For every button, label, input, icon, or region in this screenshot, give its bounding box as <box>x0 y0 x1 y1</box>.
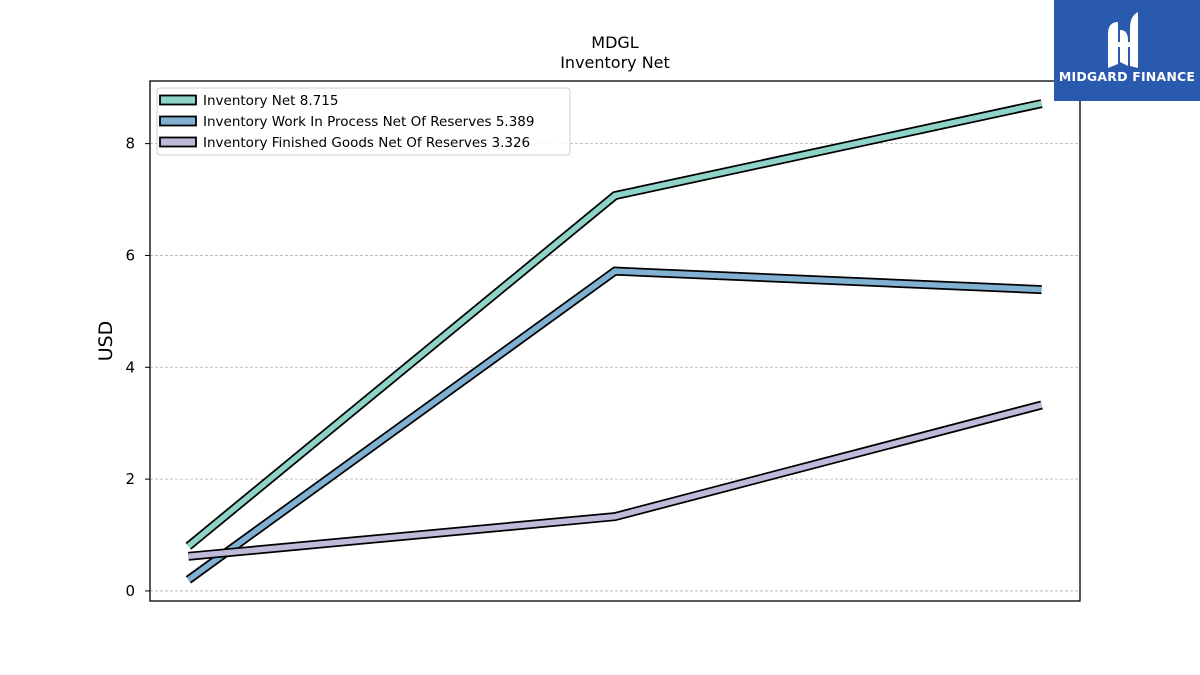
legend-swatch <box>159 115 197 127</box>
chart-subtitle: Inventory Net <box>560 53 670 72</box>
plot-frame <box>149 80 1081 602</box>
series-line-outline <box>185 99 1043 550</box>
y-tick-label: 6 <box>125 246 135 264</box>
series-line-stroke <box>186 268 1042 583</box>
legend: Inventory Net 8.715 Inventory Work In Pro… <box>156 87 571 156</box>
grid-lines <box>150 143 1080 592</box>
legend-entry: Inventory Work In Process Net Of Reserve… <box>203 114 534 130</box>
legend-entry: Inventory Finished Goods Net Of Reserves… <box>203 135 530 151</box>
midgard-logo-icon <box>1108 12 1138 68</box>
y-axis-ticks: 0 2 4 6 8 <box>125 135 150 600</box>
brand-logo: MIDGARD FINANCE <box>1054 0 1200 101</box>
y-tick-label: 4 <box>125 358 135 376</box>
series-lines <box>185 99 1043 584</box>
legend-box <box>156 87 571 156</box>
y-tick-label: 2 <box>125 470 135 488</box>
y-tick-label: 8 <box>125 135 135 153</box>
chart-title: MDGL <box>591 33 639 52</box>
series-line <box>185 266 1042 584</box>
series-line <box>187 400 1043 561</box>
series-line-outline <box>185 266 1042 584</box>
y-axis-label: USD <box>95 321 117 362</box>
series-line <box>185 99 1043 550</box>
brand-logo-text: MIDGARD FINANCE <box>1058 69 1196 84</box>
series-line-stroke <box>188 402 1043 560</box>
series-line-outline <box>187 400 1043 561</box>
legend-swatch <box>159 94 197 106</box>
legend-swatch <box>159 136 197 148</box>
series-line-stroke <box>186 100 1043 549</box>
y-tick-label: 0 <box>125 582 135 600</box>
legend-entry: Inventory Net 8.715 <box>203 93 338 109</box>
